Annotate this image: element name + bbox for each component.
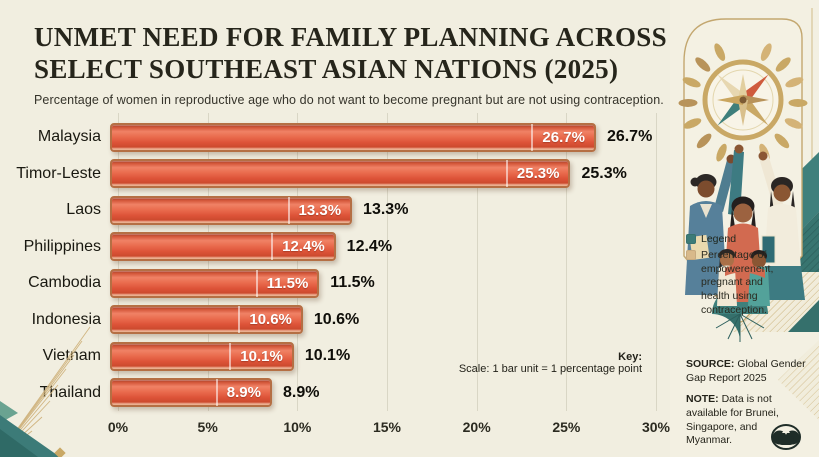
corner-decoration: [0, 326, 91, 457]
chart-key: Key: Scale: 1 bar unit = 1 percentage po…: [459, 351, 642, 375]
category-label: Philippines: [23, 237, 101, 255]
bar: 11.5%: [110, 268, 320, 298]
bar-row: Thailand 8.9% 8.9%: [0, 375, 670, 412]
source-note-block: SOURCE: Global Gender Gap Report 2025 NO…: [686, 358, 806, 456]
subtitle: Percentage of women in reproductive age …: [34, 93, 664, 108]
publisher-logo-icon: [771, 424, 801, 450]
bar-value-outside: 10.6%: [313, 310, 360, 328]
bar: 12.4%: [110, 232, 336, 262]
category-label: Vietnam: [42, 347, 101, 365]
category-label: Laos: [66, 201, 101, 219]
bar: 13.3%: [110, 195, 353, 225]
bar-row: Philippines 12.4% 12.4%: [0, 229, 670, 266]
bar-row: Timor-Leste 25.3% 25.3%: [0, 156, 670, 193]
laurel-wreath-icon: [678, 43, 808, 162]
bar-value-outside: 26.7%: [606, 128, 653, 146]
category-label: Indonesia: [31, 310, 101, 328]
bar: 10.1%: [110, 341, 294, 371]
x-axis: 0% 5% 10% 15% 20% 25% 30%: [108, 419, 670, 443]
chart-key-text: Scale: 1 bar unit = 1 percentage point: [458, 363, 642, 376]
chart-section: UNMET NEED FOR FAMILY PLANNING ACROSS SE…: [0, 22, 670, 457]
bar-value-outside: 10.1%: [304, 347, 351, 365]
bar-value-inside: 13.3%: [287, 196, 349, 224]
x-axis-tick: 15%: [372, 419, 402, 436]
bar-row: Cambodia 11.5% 11.5%: [0, 265, 670, 302]
bar-value-inside: 26.7%: [531, 123, 592, 151]
source-line: SOURCE: Global Gender Gap Report 2025: [686, 358, 806, 385]
x-axis-tick: 10%: [283, 419, 312, 436]
bar-track: 25.3% 25.3%: [110, 159, 656, 189]
source-label: SOURCE:: [686, 358, 735, 370]
bar-track: 13.3% 13.3%: [110, 195, 656, 225]
panel-illustration: [678, 8, 819, 420]
legend-title: Legend: [701, 233, 737, 245]
x-axis-tick: 5%: [197, 419, 218, 436]
chart-key-title: Key:: [618, 351, 642, 364]
bar-row: Malaysia 26.7% 26.7%: [0, 119, 670, 156]
chart-rows: Malaysia 26.7% 26.7% Timor-Leste 25.3% 25.3% L…: [0, 119, 670, 411]
legend-title-row: Legend: [686, 233, 790, 245]
bar-chart: Malaysia 26.7% 26.7% Timor-Leste 25.3% 25.3% L…: [0, 113, 670, 435]
category-label: Malaysia: [37, 128, 101, 146]
bar-track: 12.4% 12.4%: [110, 232, 656, 262]
side-panel: Legend Percentage of empowerenent, pregn…: [670, 0, 819, 457]
compass-icon: [702, 59, 784, 141]
x-axis-tick: 20%: [462, 419, 491, 436]
note-label: NOTE:: [686, 393, 719, 406]
category-label: Timor-Leste: [16, 164, 101, 182]
bar-track: 11.5% 11.5%: [110, 268, 656, 298]
bar: 8.9%: [110, 378, 272, 408]
bar-row: Vietnam 10.1% 10.1%: [0, 338, 670, 375]
note-text: Data is not available for Brunei, Singap…: [686, 393, 779, 447]
page-title: UNMET NEED FOR FAMILY PLANNING ACROSS SE…: [34, 22, 667, 84]
bar-value-outside: 13.3%: [363, 201, 409, 219]
bar-value-outside: 12.4%: [346, 237, 393, 255]
legend: Legend Percentage of empowerenent, pregn…: [686, 233, 790, 321]
source-text: Global Gender Gap Report 2025: [686, 358, 806, 384]
category-label: Cambodia: [28, 274, 101, 292]
bar-value-inside: 10.6%: [238, 306, 299, 334]
bar-track: 10.6% 10.6%: [110, 305, 656, 335]
bar-row: Laos 13.3% 13.3%: [0, 192, 670, 229]
x-axis-tick: 25%: [552, 419, 581, 436]
legend-tan-swatch: [686, 250, 696, 260]
bar-value-inside: 11.5%: [255, 269, 316, 297]
legend-teal-swatch: [686, 234, 696, 244]
x-axis-tick: 30%: [641, 419, 671, 436]
bar-value-inside: 10.1%: [229, 342, 290, 370]
bar-value-outside: 25.3%: [581, 164, 627, 182]
bar-track: 26.7% 26.7%: [110, 122, 656, 152]
x-axis-tick: 0%: [107, 419, 129, 436]
bar: 26.7%: [110, 122, 596, 152]
bar-track: 8.9% 8.9%: [110, 378, 656, 408]
bar-value-inside: 12.4%: [271, 233, 332, 261]
note-line: NOTE: Data is not available for Brunei, …: [686, 393, 806, 448]
bar: 10.6%: [110, 305, 303, 335]
people-illustration: [685, 144, 805, 306]
bar-value-outside: 11.5%: [330, 274, 375, 292]
legend-item-text: Percentage of empowerenent, pregnant and…: [701, 249, 774, 316]
bar-row: Indonesia 10.6% 10.6%: [0, 302, 670, 339]
legend-item-row: Percentage of empowerenent, pregnant and…: [686, 249, 790, 317]
bar-value-inside: 25.3%: [505, 160, 567, 188]
bar-value-outside: 8.9%: [282, 383, 320, 401]
bar-value-inside: 8.9%: [215, 379, 268, 407]
bar-track: 10.1% 10.1%: [110, 341, 656, 371]
bar: 25.3%: [110, 159, 571, 189]
